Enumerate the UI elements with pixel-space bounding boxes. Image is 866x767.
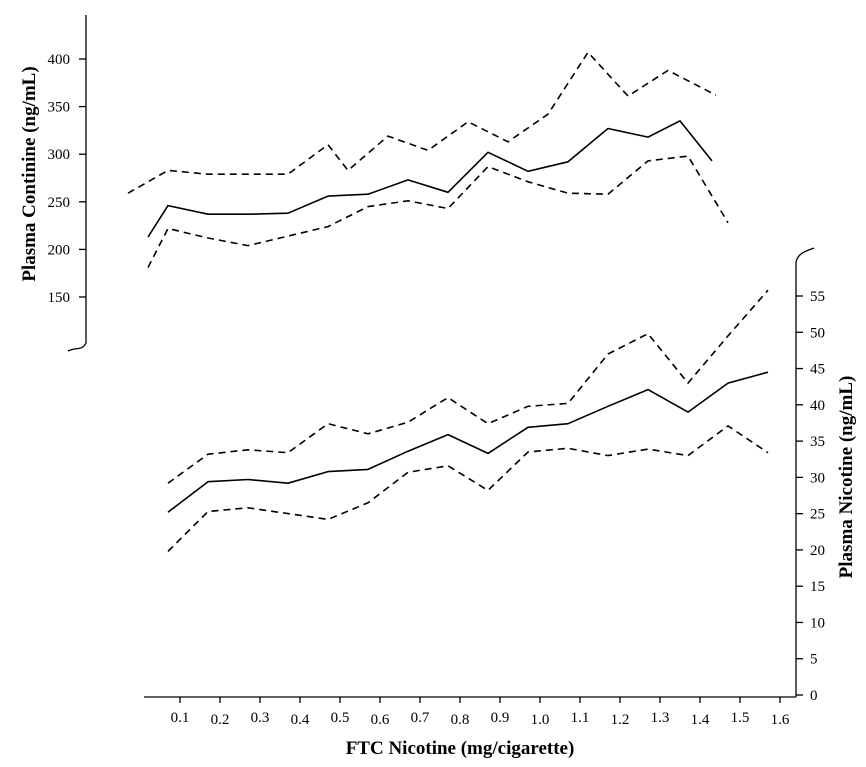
y-tick-label-right: 35 (810, 434, 825, 450)
y-axis-title-right: Plasma Nicotine (ng/mL) (836, 376, 857, 579)
y-tick-label-left: 200 (48, 242, 71, 258)
x-tick-label: 0.6 (371, 712, 390, 728)
y-tick-label-right: 55 (810, 289, 825, 305)
continine-bound-line-1 (127, 51, 717, 194)
x-tick-label: 0.4 (291, 712, 310, 728)
axes (67, 15, 815, 698)
x-tick-label: 1.5 (731, 710, 750, 726)
x-axis-title: FTC Nicotine (mg/cigarette) (346, 738, 575, 759)
y-tick-label-right: 5 (810, 652, 818, 668)
x-tick-label: 0.2 (211, 712, 230, 728)
y-tick-label-right: 50 (810, 325, 825, 341)
y-tick-label-right: 0 (810, 688, 818, 704)
x-tick-label: 0.9 (491, 710, 510, 726)
x-tick-label: 0.7 (411, 710, 430, 726)
x-tick-label: 1.1 (571, 710, 590, 726)
y-axis-right-break (795, 247, 815, 263)
y-tick-label-right: 45 (810, 362, 825, 378)
x-tick-label: 1.3 (651, 710, 670, 726)
x-tick-label: 1.2 (611, 712, 630, 728)
y-tick-label-left: 350 (48, 100, 71, 116)
continine-bound-line-2 (147, 155, 729, 268)
y-tick-label-right: 10 (810, 615, 825, 631)
y-tick-label-left: 150 (48, 290, 71, 306)
x-tick-label: 0.1 (171, 710, 190, 726)
y-axis-left-break (67, 342, 87, 352)
x-tick-label: 1.6 (771, 712, 790, 728)
y-tick-label-left: 250 (48, 195, 71, 211)
y-tick-label-right: 25 (810, 507, 825, 523)
y-tick-label-right: 30 (810, 470, 825, 486)
x-tick-label: 1.0 (531, 712, 550, 728)
series-lines (127, 51, 769, 552)
nicotine-bound-line-2 (167, 425, 769, 552)
y-tick-label-right: 20 (810, 543, 825, 559)
x-tick-label: 1.4 (691, 712, 710, 728)
continine-mean-line (147, 120, 713, 238)
x-tick-label: 0.5 (331, 710, 350, 726)
nicotine-bound-line-1 (167, 289, 769, 484)
y-tick-label-left: 300 (48, 147, 71, 163)
tick-marks (79, 58, 803, 703)
y-axis-title-left: Plasma Continine (ng/mL) (19, 66, 40, 281)
y-tick-label-right: 15 (810, 579, 825, 595)
y-tick-label-left: 400 (48, 52, 71, 68)
nicotine-mean-line (167, 371, 769, 513)
tick-labels: 0.1 0.2 0.3 0.4 0.5 0.6 0.7 0.8 0.9 1.0 1.1 1.2 1.3 1… (48, 52, 826, 728)
x-tick-label: 0.3 (251, 710, 270, 726)
x-tick-label: 0.8 (451, 712, 470, 728)
y-tick-label-right: 40 (810, 398, 825, 414)
